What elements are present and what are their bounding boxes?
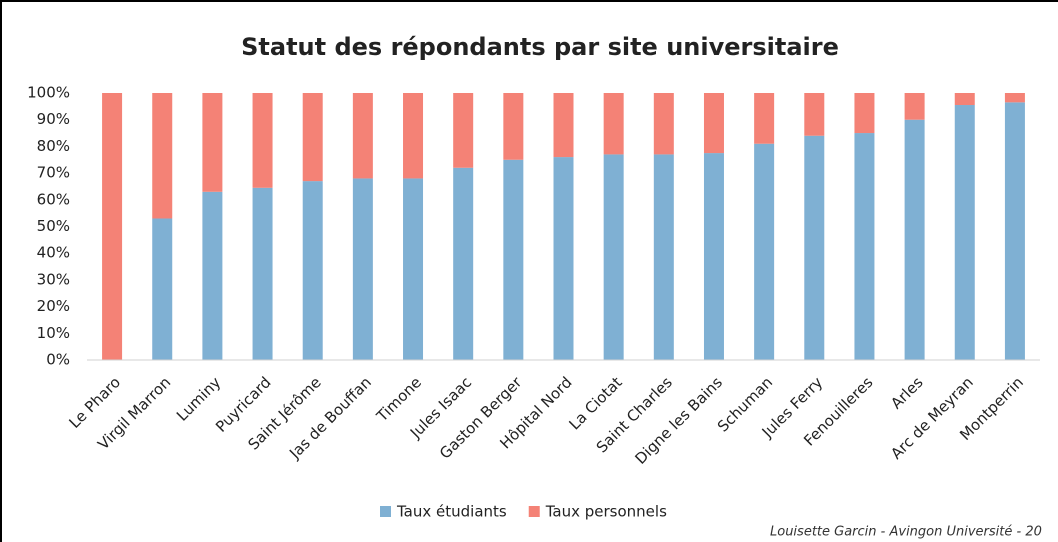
bar-segment [403,178,424,360]
y-tick-label: 90% [37,110,70,128]
bar-segment [302,93,323,182]
y-tick-label: 10% [37,324,70,342]
bar-segment [954,93,975,106]
bar-segment [453,167,474,360]
bar-segment [1004,102,1025,360]
bar-segment [854,133,875,360]
y-tick-label: 50% [37,217,70,235]
bar-segment [653,93,674,155]
y-tick-label: 100% [27,84,70,102]
bar-segment [804,93,825,136]
y-tick-label: 40% [37,244,70,262]
bar-segment [1004,93,1025,103]
bar-segment [603,93,624,155]
bar-segment [703,93,724,154]
bar-segment [603,154,624,360]
bar-segment [252,93,273,188]
bar-segment [152,218,173,360]
bar-segment [703,153,724,360]
x-tick-label: Arles [887,373,926,412]
bar-segment [904,93,925,120]
bar-segment [102,93,123,360]
legend-label: Taux étudiants [396,503,507,521]
bar-segment [754,143,775,360]
y-tick-label: 70% [37,164,70,182]
bar-segment [954,105,975,360]
bar-segment [503,93,524,160]
legend-label: Taux personnels [545,503,667,521]
bar-segment [352,93,373,179]
bar-segment [152,93,173,219]
bar-segment [503,159,524,360]
bar-segment [854,93,875,134]
y-tick-label: 30% [37,270,70,288]
bar-segment [202,191,223,360]
y-tick-label: 20% [37,297,70,315]
y-tick-label: 0% [46,351,70,369]
bar-segment [904,119,925,360]
x-tick-label: Digne les Bains [631,373,726,468]
bar-segment [653,154,674,360]
bar-segment [202,93,223,192]
y-tick-label: 80% [37,137,70,155]
footnote: Louisette Garcin - Avingon Université - … [770,525,1042,540]
y-tick-label: 60% [37,190,70,208]
bar-segment [754,93,775,144]
legend-swatch [380,506,391,517]
bar-segment [553,93,574,158]
legend-swatch [528,506,540,517]
bar-segment [252,187,273,360]
bar-segment [553,157,574,360]
bar-segment [302,181,323,360]
bar-segment [804,135,825,360]
bar-segment [453,93,474,168]
bar-segment [403,93,424,179]
bar-segment [352,178,373,360]
chart-title: Statut des répondants par site universit… [241,33,839,61]
